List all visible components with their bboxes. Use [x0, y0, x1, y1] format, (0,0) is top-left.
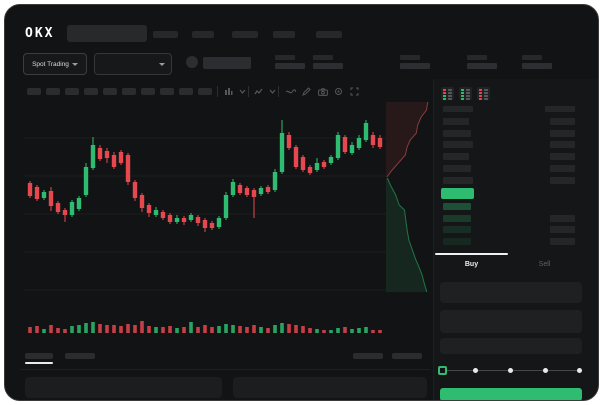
- nav-item-placeholder[interactable]: [273, 31, 295, 38]
- price-input[interactable]: [440, 282, 582, 303]
- draw-icon[interactable]: [301, 86, 312, 97]
- slider-stop[interactable]: [508, 368, 513, 373]
- market-type-label: Spot Trading: [32, 60, 69, 68]
- ticker-stat: [400, 55, 434, 71]
- nav-item-placeholder[interactable]: [153, 31, 178, 38]
- ask-amount-placeholder: [550, 153, 575, 161]
- line-style-icon[interactable]: [285, 86, 296, 97]
- candlestick-chart[interactable]: [20, 101, 388, 341]
- bars-dropdown-icon[interactable]: [223, 86, 234, 97]
- ask-price-placeholder[interactable]: [443, 176, 473, 184]
- depth-chart[interactable]: [385, 100, 433, 296]
- slider-stop[interactable]: [543, 368, 548, 373]
- chevron-down-icon[interactable]: [237, 86, 248, 97]
- bottom-tab-active[interactable]: [25, 353, 53, 359]
- indicator-dropdown-icon[interactable]: [253, 86, 264, 97]
- pair-dropdown[interactable]: [94, 53, 172, 75]
- ask-price-placeholder[interactable]: [443, 164, 471, 172]
- market-type-dropdown[interactable]: Spot Trading: [23, 53, 87, 75]
- chevron-down-icon: [71, 62, 78, 66]
- ask-amount-placeholder: [550, 164, 575, 172]
- total-input[interactable]: [440, 338, 582, 354]
- bid-price-placeholder[interactable]: [443, 214, 471, 222]
- fullscreen-icon[interactable]: [349, 86, 360, 97]
- slider-handle[interactable]: [438, 366, 447, 375]
- ticker-stat: [275, 55, 309, 71]
- bid-amount-placeholder: [550, 214, 575, 222]
- chevron-down-icon[interactable]: [267, 86, 278, 97]
- bid-amount-placeholder: [550, 238, 575, 246]
- slider-stop[interactable]: [473, 368, 478, 373]
- orderbook-bids-only-icon[interactable]: [459, 87, 472, 100]
- ticker-stat: [467, 55, 501, 71]
- ask-amount-placeholder: [550, 176, 575, 184]
- ask-amount-placeholder: [550, 129, 575, 137]
- orderbook-amount-header: [545, 106, 575, 112]
- bottom-action-placeholder[interactable]: [392, 353, 422, 359]
- ask-price-placeholder[interactable]: [443, 118, 469, 125]
- bid-price-placeholder[interactable]: [443, 203, 471, 210]
- bid-amount-placeholder: [550, 226, 575, 234]
- bid-price-placeholder[interactable]: [443, 238, 471, 246]
- orderbook-last-price[interactable]: [441, 188, 474, 199]
- ticker-stat: [313, 55, 347, 71]
- orderbook-price-header: [443, 106, 473, 112]
- bid-price-placeholder[interactable]: [443, 226, 471, 234]
- orders-panel-placeholder: [25, 377, 222, 398]
- timeframe-slot[interactable]: [179, 88, 193, 95]
- ask-price-placeholder[interactable]: [443, 153, 469, 161]
- orderbook-asks-only-icon[interactable]: [477, 87, 490, 100]
- timeframe-slot[interactable]: [122, 88, 136, 95]
- nav-item-placeholder[interactable]: [192, 31, 214, 38]
- nav-item-placeholder[interactable]: [232, 31, 258, 38]
- timeframe-slot[interactable]: [103, 88, 117, 95]
- timeframe-slot[interactable]: [198, 88, 212, 95]
- amount-input[interactable]: [440, 310, 582, 333]
- timeframe-slot[interactable]: [84, 88, 98, 95]
- buy-tab[interactable]: Buy: [435, 253, 508, 275]
- coin-icon: [186, 56, 198, 68]
- app-window: OKX Spot Trading: [4, 4, 599, 401]
- active-tab-indicator: [25, 362, 53, 364]
- ask-amount-placeholder: [550, 118, 575, 125]
- camera-icon[interactable]: [317, 86, 328, 97]
- settings-icon[interactable]: [333, 86, 344, 97]
- orderbook-combined-icon[interactable]: [441, 87, 454, 100]
- orders-panel-placeholder: [233, 377, 427, 398]
- timeframe-slot[interactable]: [65, 88, 79, 95]
- ask-price-placeholder[interactable]: [443, 129, 471, 137]
- bottom-tab[interactable]: [65, 353, 95, 359]
- bottom-action-placeholder[interactable]: [353, 353, 383, 359]
- nav-item-placeholder[interactable]: [316, 31, 342, 38]
- pair-name-placeholder: [203, 57, 251, 69]
- ticker-stat: [522, 55, 556, 71]
- trade-tabs: Buy Sell: [435, 253, 581, 275]
- chevron-down-icon: [159, 63, 165, 66]
- ask-amount-placeholder: [550, 141, 575, 149]
- timeframe-slot[interactable]: [160, 88, 174, 95]
- timeframe-slot[interactable]: [46, 88, 60, 95]
- buy-button[interactable]: [440, 388, 582, 400]
- ask-price-placeholder[interactable]: [443, 141, 473, 149]
- timeframe-slot[interactable]: [141, 88, 155, 95]
- slider-stop[interactable]: [577, 368, 582, 373]
- divider: [433, 79, 434, 400]
- sell-tab[interactable]: Sell: [538, 260, 551, 268]
- divider: [20, 369, 430, 370]
- okx-logo: OKX: [25, 26, 55, 41]
- search-input[interactable]: [67, 25, 147, 42]
- timeframe-slot[interactable]: [27, 88, 41, 95]
